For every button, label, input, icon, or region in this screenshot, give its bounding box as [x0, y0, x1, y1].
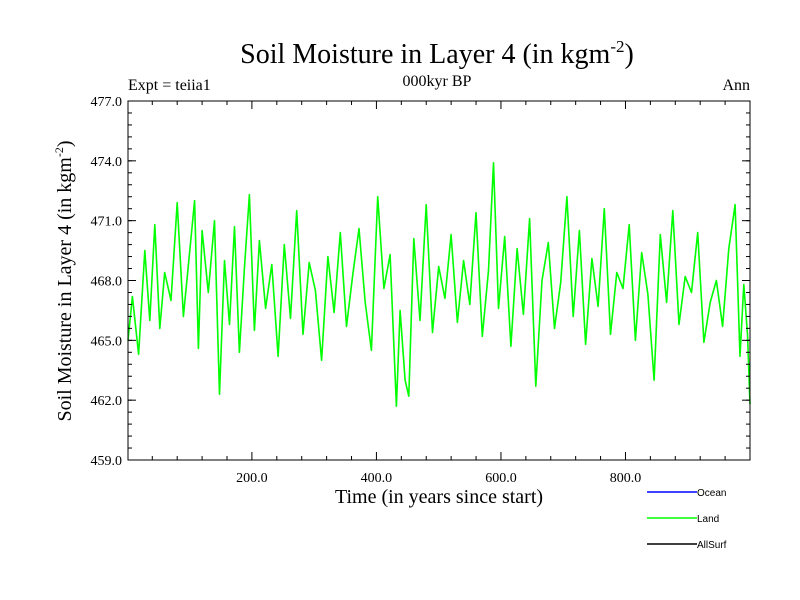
- experiment-label: Expt = teiia1: [128, 77, 211, 94]
- series-line-land: [127, 162, 751, 408]
- y-axis-label: Soil Moisture in Layer 4 (in kgm-2): [52, 140, 76, 421]
- chart-title-text: Soil Moisture in Layer 4 (in kgm: [240, 39, 610, 70]
- x-axis-label: Time (in years since start): [335, 486, 543, 508]
- plot-frame: [127, 100, 751, 461]
- legend-label-allsurf: AllSurf: [697, 540, 727, 551]
- y-axis-label-text: Soil Moisture in Layer 4 (in kgm: [54, 157, 76, 422]
- chart-subtitle: 000kyr BP: [403, 73, 472, 90]
- x-tick-label: 800.0: [610, 471, 642, 486]
- legend: Ocean Land AllSurf: [647, 488, 727, 551]
- y-tick-label: 474.0: [91, 155, 123, 170]
- y-tick-label: 465.0: [91, 334, 123, 349]
- y-axis-label-superscript: -2: [52, 147, 66, 157]
- season-label: Ann: [722, 77, 750, 94]
- y-tick-label: 477.0: [91, 95, 123, 110]
- x-tick-label: 600.0: [485, 471, 517, 486]
- chart-title-superscript: -2: [610, 37, 624, 56]
- legend-label-ocean: Ocean: [697, 488, 726, 499]
- y-tick-label: 459.0: [91, 454, 123, 469]
- x-axis: 200.0 400.0 600.0 800.0: [151, 101, 726, 486]
- legend-label-land: Land: [697, 514, 719, 525]
- y-axis: 459.0 462.0 465.0 468.0 471.0 474.0 477.0: [91, 95, 750, 469]
- chart-title-close: ): [625, 39, 634, 70]
- x-tick-label: 400.0: [361, 471, 393, 486]
- chart-title: Soil Moisture in Layer 4 (in kgm-2): [240, 37, 634, 70]
- x-tick-label: 200.0: [236, 471, 268, 486]
- y-tick-label: 471.0: [91, 215, 123, 230]
- y-tick-label: 468.0: [91, 275, 123, 290]
- y-axis-label-close: ): [54, 140, 76, 147]
- plot-data: [127, 162, 751, 408]
- y-tick-label: 462.0: [91, 394, 123, 409]
